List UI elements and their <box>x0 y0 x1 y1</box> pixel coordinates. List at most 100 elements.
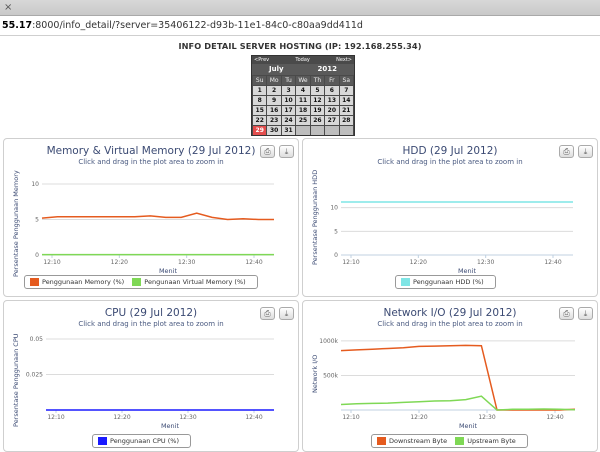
legend-item[interactable]: Penggunaan Memory (%) <box>30 278 124 286</box>
calendar-day[interactable]: 27 <box>325 116 339 125</box>
series-line <box>340 344 576 411</box>
calendar-day[interactable]: 31 <box>281 126 296 135</box>
calendar-day[interactable]: 11 <box>296 96 310 105</box>
calendar-nav: <Prev Today Next> <box>252 56 354 64</box>
chart-subtitle: Click and drag in the plot area to zoom … <box>78 320 224 328</box>
legend-swatch <box>401 278 410 286</box>
calendar-day[interactable]: 7 <box>339 86 353 95</box>
calendar-day[interactable]: 26 <box>310 116 325 125</box>
memory-chart-plot[interactable]: 0 5 10 12:10 12:20 12:30 12:40 Menit <box>4 169 300 294</box>
calendar-day[interactable]: 10 <box>281 96 296 105</box>
download-icon[interactable]: ⤓ <box>578 307 593 320</box>
calendar-dow: Fr <box>325 76 339 85</box>
chart-title: HDD (29 Jul 2012) <box>402 145 498 157</box>
calendar-dow: Tu <box>281 76 296 85</box>
calendar-day[interactable]: 25 <box>296 116 310 125</box>
print-icon[interactable]: ⎙ <box>559 307 574 320</box>
calendar-day[interactable]: 20 <box>325 106 339 115</box>
legend-item[interactable]: Pengunaan Virtual Memory (%) <box>132 278 246 286</box>
url-host: 55.17 <box>2 20 33 31</box>
print-icon[interactable]: ⎙ <box>260 145 275 158</box>
cpu-chart-plot[interactable]: 0.025 0.05 12:10 12:20 12:30 12:40 Menit <box>4 329 300 449</box>
calendar-day[interactable]: 19 <box>310 106 325 115</box>
chart-title: Network I/O (29 Jul 2012) <box>383 307 517 319</box>
cpu-chart-panel: CPU (29 Jul 2012) Click and drag in the … <box>3 300 299 452</box>
browser-tab-strip: × <box>0 0 600 16</box>
calendar-day[interactable]: 22 <box>253 116 267 125</box>
hdd-chart-plot[interactable]: 0 5 10 12:10 12:20 12:30 12:40 Menit <box>303 169 599 294</box>
calendar-day[interactable]: 16 <box>267 106 281 115</box>
calendar-dow: Mo <box>267 76 281 85</box>
network-chart-plot[interactable]: 500k 1000k 12:10 12:20 12:30 12:40 Menit <box>303 329 599 449</box>
x-axis-label: Menit <box>159 267 178 275</box>
calendar-day[interactable]: 12 <box>310 96 325 105</box>
calendar-year[interactable]: 2012 <box>317 65 337 73</box>
calendar-day[interactable]: 29 <box>253 126 267 135</box>
tab-close-icon[interactable]: × <box>4 2 13 13</box>
y-axis-label: Persentase Penggunaan HDD <box>311 169 319 265</box>
series-line <box>41 212 274 221</box>
calendar-next-button[interactable]: Next> <box>336 57 352 63</box>
x-tick-label: 12:40 <box>245 259 262 266</box>
calendar-day[interactable]: 2 <box>267 86 281 95</box>
download-icon[interactable]: ⤓ <box>279 307 294 320</box>
y-tick-label: 10 <box>31 181 39 188</box>
legend-item[interactable]: Penggunaan CPU (%) <box>98 437 179 445</box>
x-tick-label: 12:10 <box>43 259 60 266</box>
print-icon[interactable]: ⎙ <box>559 145 574 158</box>
calendar-day[interactable]: 14 <box>339 96 353 105</box>
calendar-day[interactable]: 24 <box>281 116 296 125</box>
memory-chart-panel: Memory & Virtual Memory (29 Jul 2012) Cl… <box>3 138 299 297</box>
calendar-empty-cell <box>339 126 353 135</box>
calendar-day[interactable]: 5 <box>310 86 325 95</box>
x-tick-label: 12:30 <box>477 259 494 266</box>
legend-item[interactable]: Penggunaan HDD (%) <box>401 278 484 286</box>
x-tick-label: 12:30 <box>178 259 195 266</box>
x-tick-label: 12:20 <box>410 259 427 266</box>
calendar-day[interactable]: 1 <box>253 86 267 95</box>
download-icon[interactable]: ⤓ <box>578 145 593 158</box>
calendar-dow: Sa <box>339 76 353 85</box>
calendar-day[interactable]: 9 <box>267 96 281 105</box>
address-bar[interactable]: 55.17:8000/info_detail/?server=35406122-… <box>0 16 600 36</box>
legend-swatch <box>132 278 142 286</box>
calendar-day[interactable]: 30 <box>267 126 281 135</box>
calendar-dow: Su <box>253 76 267 85</box>
y-axis-label: Persentase Penggunaan Memory <box>12 170 20 277</box>
x-tick-label: 12:10 <box>47 414 64 421</box>
calendar-day[interactable]: 15 <box>253 106 267 115</box>
calendar-day[interactable]: 8 <box>253 96 267 105</box>
y-tick-label: 0 <box>35 252 39 259</box>
download-icon[interactable]: ⤓ <box>279 145 294 158</box>
x-tick-label: 12:20 <box>410 414 427 421</box>
page-title: INFO DETAIL SERVER HOSTING (IP: 192.168.… <box>178 41 422 51</box>
calendar-day[interactable]: 23 <box>267 116 281 125</box>
chart-title: Memory & Virtual Memory (29 Jul 2012) <box>46 145 256 157</box>
calendar-day[interactable]: 18 <box>296 106 310 115</box>
url-path: :8000/info_detail/?server=35406122-d93b-… <box>32 20 363 31</box>
x-tick-label: 12:40 <box>245 414 262 421</box>
calendar-day[interactable]: 4 <box>296 86 310 95</box>
calendar-today-button[interactable]: Today <box>295 57 310 63</box>
y-axis-label: Network I/O <box>311 354 319 393</box>
calendar-day[interactable]: 6 <box>325 86 339 95</box>
calendar-month[interactable]: July <box>268 65 284 73</box>
calendar-day[interactable]: 28 <box>339 116 353 125</box>
legend-label: Pengunaan Virtual Memory (%) <box>144 278 246 286</box>
network-chart-panel: Network I/O (29 Jul 2012) Click and drag… <box>302 300 598 452</box>
calendar-day[interactable]: 21 <box>339 106 353 115</box>
series-line <box>340 395 576 411</box>
legend-item[interactable]: Downstream Byte <box>377 437 447 445</box>
calendar-empty-cell <box>310 126 325 135</box>
x-tick-label: 12:30 <box>478 414 495 421</box>
y-tick-label: 0 <box>334 252 338 259</box>
legend-item[interactable]: Upstream Byte <box>455 437 516 445</box>
legend-label: Upstream Byte <box>467 437 516 445</box>
calendar-day[interactable]: 13 <box>325 96 339 105</box>
calendar-day[interactable]: 17 <box>281 106 296 115</box>
print-icon[interactable]: ⎙ <box>260 307 275 320</box>
calendar-prev-button[interactable]: <Prev <box>254 57 270 63</box>
calendar-day[interactable]: 3 <box>281 86 296 95</box>
legend-label: Penggunaan Memory (%) <box>42 278 125 286</box>
x-axis-label: Menit <box>161 422 180 430</box>
